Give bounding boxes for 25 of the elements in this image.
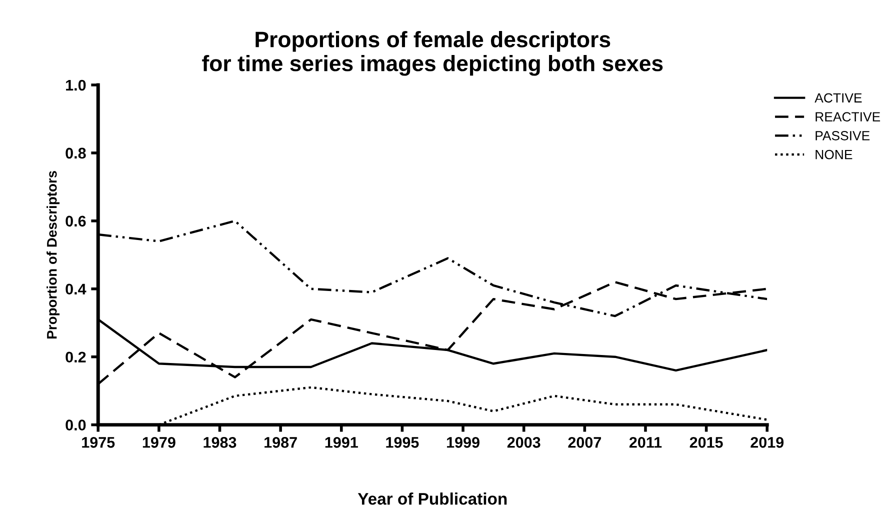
y-tick-label: 0.8: [66, 148, 86, 159]
x-tick-label: 1983: [204, 437, 236, 448]
x-tick-label: 1995: [386, 437, 419, 448]
y-tick-label: 0.0: [66, 420, 86, 430]
x-tick-label: 1979: [142, 437, 176, 448]
chart-title: Proportions of female descriptors for time series images depicting both sexes: [202, 31, 663, 76]
legend-label: NONE: [816, 150, 852, 160]
legend-label: REACTIVE: [816, 112, 880, 122]
x-tick-label: 2011: [629, 437, 662, 448]
y-tick-label: 0.4: [66, 284, 86, 295]
legend-label: PASSIVE: [816, 131, 870, 140]
x-tick-label: 1975: [82, 437, 115, 448]
y-tick-label: 0.2: [66, 352, 86, 363]
x-tick-label: 1987: [264, 437, 297, 448]
legend-label: ACTIVE: [814, 93, 862, 103]
y-tick-label: 0.6: [66, 216, 86, 227]
y-tick-label: 1.0: [66, 80, 86, 91]
x-tick-label: 2015: [690, 437, 723, 448]
x-axis-title: Year of Publication: [358, 492, 507, 505]
x-tick-label: 1999: [447, 437, 480, 448]
x-tick-label: 2007: [568, 437, 601, 448]
x-tick-label: 1991: [325, 437, 358, 448]
y-axis-title: Proportion of Descriptors: [46, 170, 60, 338]
x-tick-label: 2003: [507, 437, 540, 448]
x-tick-label: 2019: [750, 437, 784, 448]
